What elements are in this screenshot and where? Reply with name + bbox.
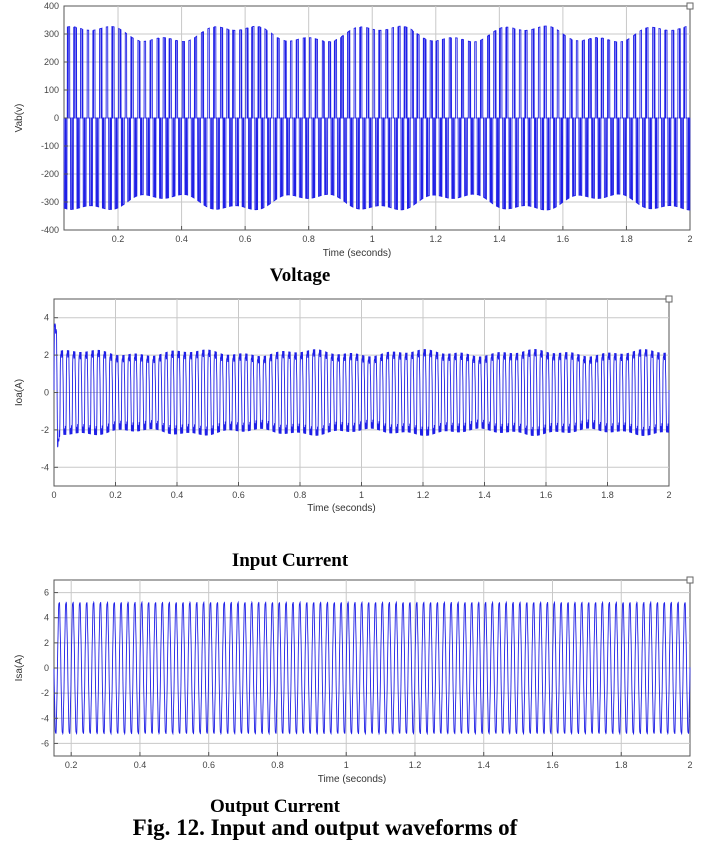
x-tick-label: 1.4 <box>478 490 491 500</box>
x-tick-label: 1.2 <box>409 760 422 770</box>
x-tick-label: 1.2 <box>417 490 430 500</box>
y-tick-label: -300 <box>41 197 59 207</box>
x-tick-label: 1.2 <box>430 234 443 244</box>
y-tick-label: 6 <box>44 588 49 598</box>
y-tick-label: 300 <box>44 29 59 39</box>
x-tick-label: 1.6 <box>540 490 553 500</box>
voltage-caption: Voltage <box>269 265 331 286</box>
y-tick-label: -4 <box>41 713 49 723</box>
x-tick-label: 0.2 <box>65 760 78 770</box>
x-tick-label: 1.4 <box>477 760 490 770</box>
x-tick-label: 0.6 <box>202 760 215 770</box>
x-tick-label: 1.6 <box>546 760 559 770</box>
x-tick-label: 0.8 <box>302 234 315 244</box>
x-tick-label: 2 <box>687 234 692 244</box>
x-tick-label: 0.8 <box>271 760 284 770</box>
x-tick-label: 0.6 <box>239 234 252 244</box>
y-tick-label: -200 <box>41 169 59 179</box>
y-tick-label: 100 <box>44 85 59 95</box>
x-tick-label: 0.4 <box>134 760 147 770</box>
input-current-plot-svg: 0 0.2 0.4 0.6 0.8 1 1.2 1.4 1.6 1.8 2 4 2 0 -2 -4 Time (… <box>14 295 673 514</box>
y-tick-label: 400 <box>44 1 59 11</box>
output-current-plot-svg: 0.2 0.4 0.6 0.8 1 1.2 1.4 1.6 1.8 2 6 4 2 0 -2 -4 -6 Time… <box>14 576 694 785</box>
output-current-plot: 0.2 0.4 0.6 0.8 1 1.2 1.4 1.6 1.8 2 6 4 2 0 -2 -4 -6 Time… <box>0 570 710 795</box>
x-axis-label: Time (seconds) <box>307 503 376 514</box>
x-tick-label: 0.2 <box>109 490 122 500</box>
x-tick-label: 0.2 <box>112 234 125 244</box>
voltage-plot: 0.2 0.4 0.6 0.8 1 1.2 1.4 1.6 1.8 2 400 300 200 100 0 -… <box>0 0 710 262</box>
x-tick-label: 0 <box>51 490 56 500</box>
output-current-caption: Output Current <box>209 796 341 817</box>
corner-marker-icon <box>665 295 673 303</box>
x-tick-label: 1.4 <box>493 234 506 244</box>
y-tick-label: 200 <box>44 57 59 67</box>
x-tick-label: 1.8 <box>615 760 628 770</box>
figure-caption: Fig. 12. Input and output waveforms of <box>132 815 518 840</box>
x-tick-label: 2 <box>666 490 671 500</box>
y-tick-label: -2 <box>41 688 49 698</box>
y-tick-label: 0 <box>54 113 59 123</box>
corner-marker-icon <box>686 576 694 584</box>
y-tick-label: 0 <box>44 663 49 673</box>
y-tick-label: 4 <box>44 313 49 323</box>
input-current-plot: 0 0.2 0.4 0.6 0.8 1 1.2 1.4 1.6 1.8 2 4 2 0 -2 -4 Time (… <box>0 283 710 548</box>
y-tick-label: 2 <box>44 638 49 648</box>
x-axis-label: Time (seconds) <box>318 774 387 785</box>
y-axis-label: Vab(v) <box>14 104 25 133</box>
x-axis-label: Time (seconds) <box>323 248 392 259</box>
x-tick-label: 0.4 <box>171 490 184 500</box>
y-tick-label: -4 <box>41 462 49 472</box>
x-tick-label: 2 <box>687 760 692 770</box>
x-tick-label: 0.8 <box>294 490 307 500</box>
x-tick-label: 1.6 <box>557 234 570 244</box>
y-tick-label: 0 <box>44 388 49 398</box>
y-axis-label: Isa(A) <box>14 655 25 682</box>
y-tick-label: -6 <box>41 738 49 748</box>
voltage-plot-svg: 0.2 0.4 0.6 0.8 1 1.2 1.4 1.6 1.8 2 400 300 200 100 0 -… <box>14 1 694 259</box>
x-tick-label: 1.8 <box>620 234 633 244</box>
x-tick-label: 1 <box>370 234 375 244</box>
waveform-line <box>53 323 670 448</box>
y-axis-label: Ioa(A) <box>14 379 25 406</box>
y-tick-label: -2 <box>41 425 49 435</box>
input-current-caption: Input Current <box>231 550 349 571</box>
waveform-line <box>53 600 691 736</box>
y-tick-label: 4 <box>44 613 49 623</box>
x-tick-label: 0.4 <box>175 234 188 244</box>
x-tick-label: 1 <box>359 490 364 500</box>
x-tick-label: 1.8 <box>601 490 614 500</box>
y-tick-label: 2 <box>44 350 49 360</box>
x-tick-label: 0.6 <box>232 490 245 500</box>
corner-marker-icon <box>686 2 694 10</box>
x-tick-label: 1 <box>344 760 349 770</box>
y-tick-label: -100 <box>41 141 59 151</box>
waveform-line <box>63 25 691 211</box>
y-tick-label: -400 <box>41 225 59 235</box>
